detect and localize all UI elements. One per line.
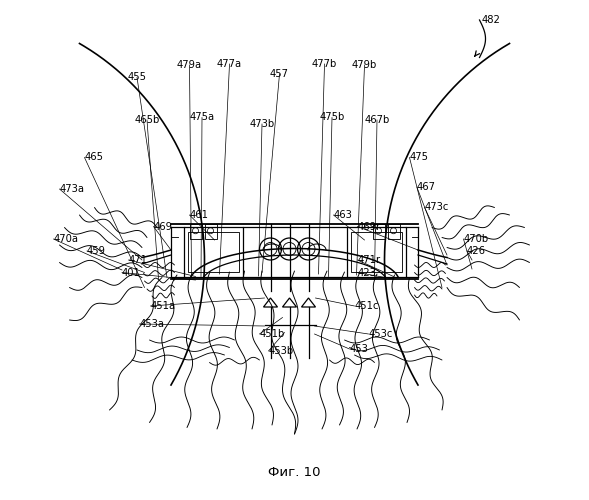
Text: 479b: 479b	[352, 60, 377, 70]
Text: Фиг. 10: Фиг. 10	[268, 466, 321, 479]
Text: 475a: 475a	[190, 112, 214, 122]
Text: 473b: 473b	[249, 119, 274, 129]
Text: 471r: 471r	[358, 255, 380, 265]
Text: 455: 455	[127, 72, 147, 83]
Text: 457: 457	[270, 69, 289, 79]
Text: 473a: 473a	[59, 184, 84, 194]
Text: 471: 471	[128, 255, 147, 265]
Bar	[187, 232, 239, 272]
Text: 423: 423	[358, 268, 376, 278]
Text: 453: 453	[349, 344, 368, 354]
Text: 482: 482	[482, 15, 501, 25]
Text: 479a: 479a	[177, 60, 202, 70]
Text: 470b: 470b	[464, 234, 489, 244]
Text: 463: 463	[333, 210, 352, 220]
Text: 477a: 477a	[217, 59, 242, 69]
Text: 465b: 465b	[134, 115, 160, 125]
Text: 467: 467	[417, 182, 436, 192]
Bar	[350, 232, 402, 272]
Text: 459: 459	[87, 246, 106, 256]
Text: 451a: 451a	[151, 301, 176, 311]
Text: 465: 465	[84, 152, 104, 162]
Text: 469r: 469r	[358, 222, 380, 232]
Text: 475: 475	[409, 152, 429, 162]
Text: 477b: 477b	[312, 59, 337, 69]
Text: 401: 401	[122, 268, 141, 278]
Text: 451c: 451c	[355, 301, 379, 311]
Text: 467b: 467b	[365, 115, 390, 125]
Text: 453c: 453c	[369, 329, 393, 339]
Text: 461: 461	[190, 210, 209, 220]
Text: 475b: 475b	[319, 112, 345, 122]
Text: 451b: 451b	[260, 329, 284, 339]
Text: 453b: 453b	[269, 346, 294, 356]
Bar	[190, 224, 201, 239]
Text: 426: 426	[467, 246, 486, 256]
Text: 469: 469	[154, 222, 173, 232]
Bar	[184, 226, 243, 276]
Bar	[346, 226, 405, 276]
Bar	[388, 224, 399, 239]
Text: 470a: 470a	[54, 234, 78, 244]
Bar	[372, 224, 385, 239]
Bar	[204, 224, 217, 239]
Text: 453a: 453a	[140, 319, 164, 329]
Text: 473c: 473c	[425, 202, 449, 212]
